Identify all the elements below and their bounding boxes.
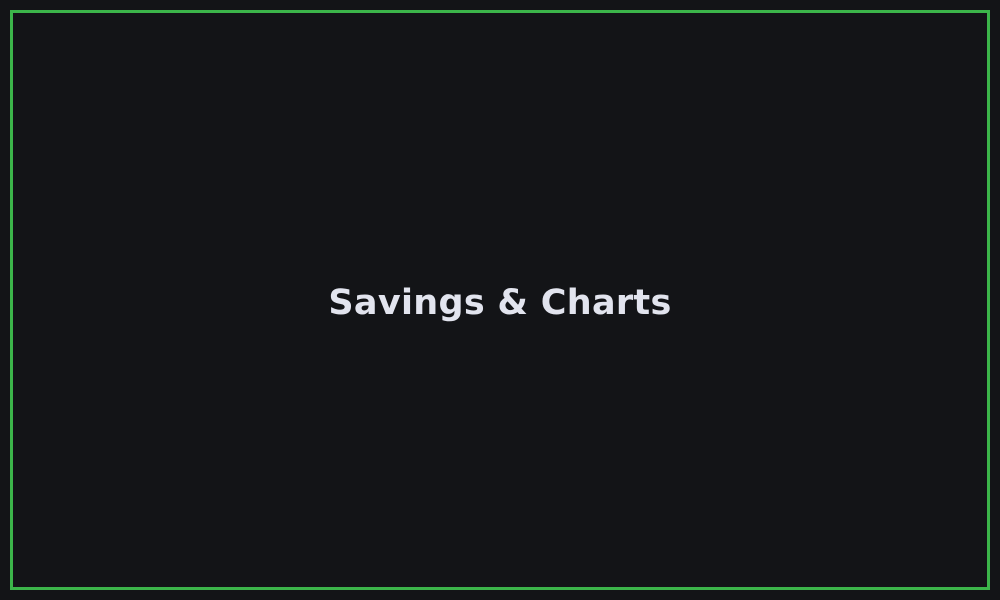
content-frame [10,10,990,590]
